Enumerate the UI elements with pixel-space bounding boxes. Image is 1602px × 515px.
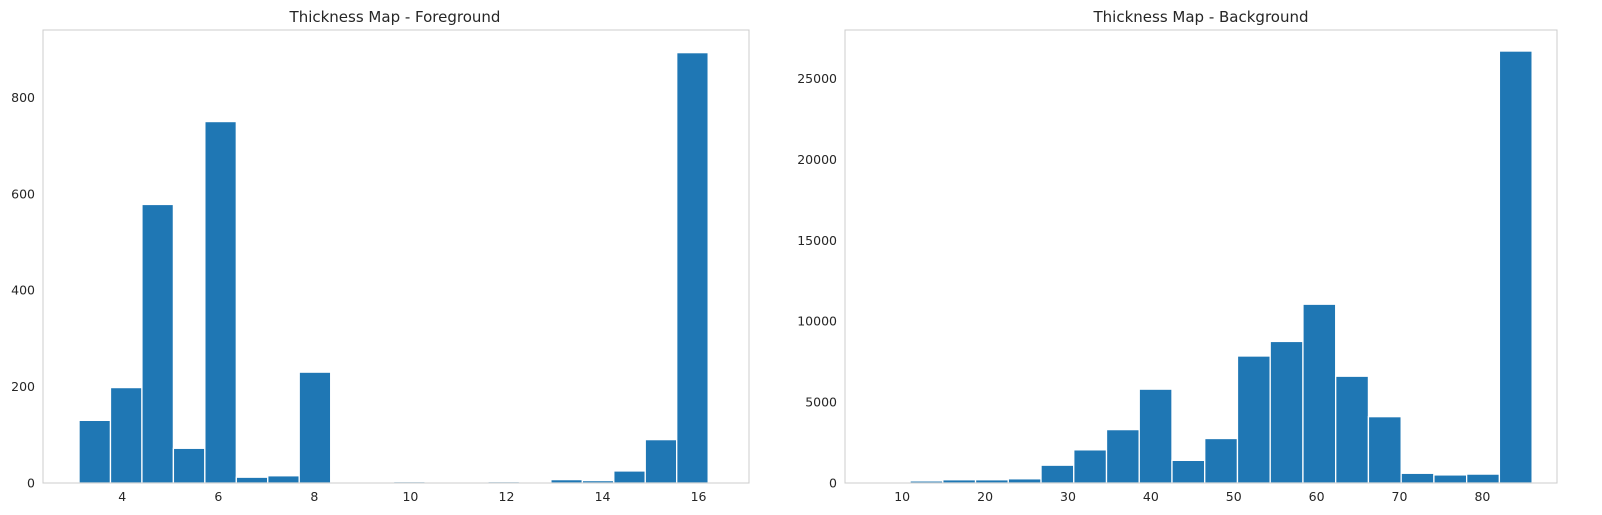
foreground-bar [141, 203, 175, 484]
background-y-tick-label: 25000 [797, 71, 837, 86]
background-x-tick-label: 40 [1143, 489, 1159, 504]
foreground-bar [204, 120, 237, 484]
background-bar [1269, 340, 1304, 484]
background-plot-frame [844, 29, 1558, 484]
foreground-x-tick-label: 10 [402, 489, 418, 504]
foreground-bar [550, 478, 583, 484]
foreground-bars [78, 52, 709, 484]
background-y-ticks: 0 5000 10000 15000 20000 25000 [797, 71, 837, 490]
foreground-bar [676, 52, 709, 484]
foreground-bar [172, 447, 206, 484]
background-bar [1204, 437, 1239, 484]
foreground-bar [109, 386, 143, 484]
foreground-x-tick-label: 16 [691, 489, 707, 504]
foreground-x-tick-label: 6 [214, 489, 222, 504]
background-bar [1007, 478, 1042, 484]
foreground-y-tick-label: 200 [11, 379, 35, 394]
background-x-tick-label: 50 [1226, 489, 1242, 504]
background-y-tick-label: 20000 [797, 152, 837, 167]
foreground-y-tick-label: 800 [11, 90, 35, 105]
background-x-tick-label: 80 [1474, 489, 1490, 504]
foreground-histogram: Thickness Map - Foreground 4 6 8 10 12 14 16 0… [11, 8, 750, 504]
background-bar [1138, 388, 1173, 484]
foreground-bar [298, 371, 332, 484]
foreground-x-tick-label: 14 [595, 489, 611, 504]
background-x-tick-label: 70 [1392, 489, 1408, 504]
background-bar [1302, 303, 1337, 484]
foreground-x-tick-label: 8 [310, 489, 318, 504]
foreground-bar [78, 419, 112, 484]
background-x-tick-label: 60 [1309, 489, 1325, 504]
background-x-tick-label: 20 [977, 489, 993, 504]
background-chart-title: Thickness Map - Background [1093, 8, 1309, 26]
background-histogram: Thickness Map - Background 10 20 30 40 50 60 7… [797, 8, 1558, 504]
background-bar [1498, 50, 1533, 484]
foreground-chart-title: Thickness Map - Foreground [289, 8, 501, 26]
foreground-bar [613, 470, 646, 484]
foreground-bar [267, 475, 300, 484]
background-bar [1073, 449, 1108, 484]
background-y-tick-label: 10000 [797, 314, 837, 329]
foreground-x-ticks: 4 6 8 10 12 14 16 [118, 489, 706, 504]
background-y-tick-label: 5000 [805, 395, 837, 410]
foreground-x-tick-label: 4 [118, 489, 126, 504]
background-x-tick-label: 10 [894, 489, 910, 504]
background-bar [1171, 459, 1206, 484]
background-bar [1433, 474, 1468, 484]
background-bar [1040, 464, 1075, 484]
foreground-y-tick-label: 0 [27, 476, 35, 491]
background-bar [1466, 473, 1501, 484]
foreground-x-tick-label: 12 [499, 489, 515, 504]
foreground-y-tick-label: 400 [11, 283, 35, 298]
background-bar [1105, 428, 1140, 484]
background-x-ticks: 10 20 30 40 50 60 70 80 [894, 489, 1490, 504]
foreground-y-tick-label: 600 [11, 186, 35, 201]
background-y-tick-label: 0 [829, 476, 837, 491]
background-x-tick-label: 30 [1060, 489, 1076, 504]
foreground-bar [235, 476, 269, 484]
background-bar [1236, 355, 1271, 484]
background-bars [876, 50, 1533, 484]
background-bar [1400, 472, 1435, 484]
foreground-y-ticks: 0 200 400 600 800 [11, 90, 35, 491]
foreground-plot-frame [42, 29, 750, 484]
background-bar [1335, 375, 1370, 484]
background-y-tick-label: 15000 [797, 233, 837, 248]
foreground-bar [644, 438, 678, 484]
background-bar [1367, 416, 1402, 484]
